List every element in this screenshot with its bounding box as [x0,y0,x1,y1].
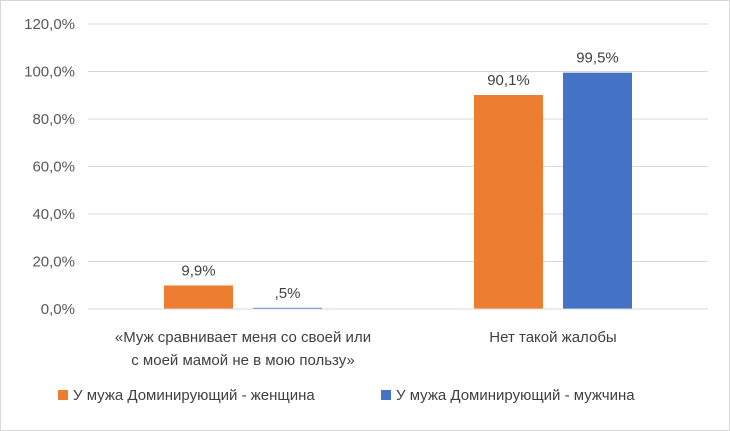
y-tick-label: 80,0% [32,111,75,128]
y-tick-label: 0,0% [41,301,75,318]
y-tick-label: 100,0% [24,64,75,81]
y-tick-label: 20,0% [32,254,75,271]
bar [563,72,632,309]
data-label: 9,9% [181,262,215,279]
x-category-label: Нет такой жалобы [489,329,616,346]
legend-swatch [58,390,68,400]
data-label: ,5% [275,285,301,302]
legend-label: У мужа Доминирующий - женщина [73,387,315,404]
x-category-label: «Муж сравнивает меня со своей или [115,329,371,346]
y-tick-label: 60,0% [32,159,75,176]
legend-swatch [381,390,391,400]
bar [253,307,322,309]
y-tick-label: 40,0% [32,206,75,223]
legend-label: У мужа Доминирующий - мужчина [396,387,635,404]
data-label: 90,1% [487,72,530,89]
bar [164,285,233,309]
y-tick-label: 120,0% [24,16,75,33]
data-label: 99,5% [576,50,619,67]
x-category-label: с моей мамой не в мою пользу» [131,352,355,369]
bar [474,95,543,309]
